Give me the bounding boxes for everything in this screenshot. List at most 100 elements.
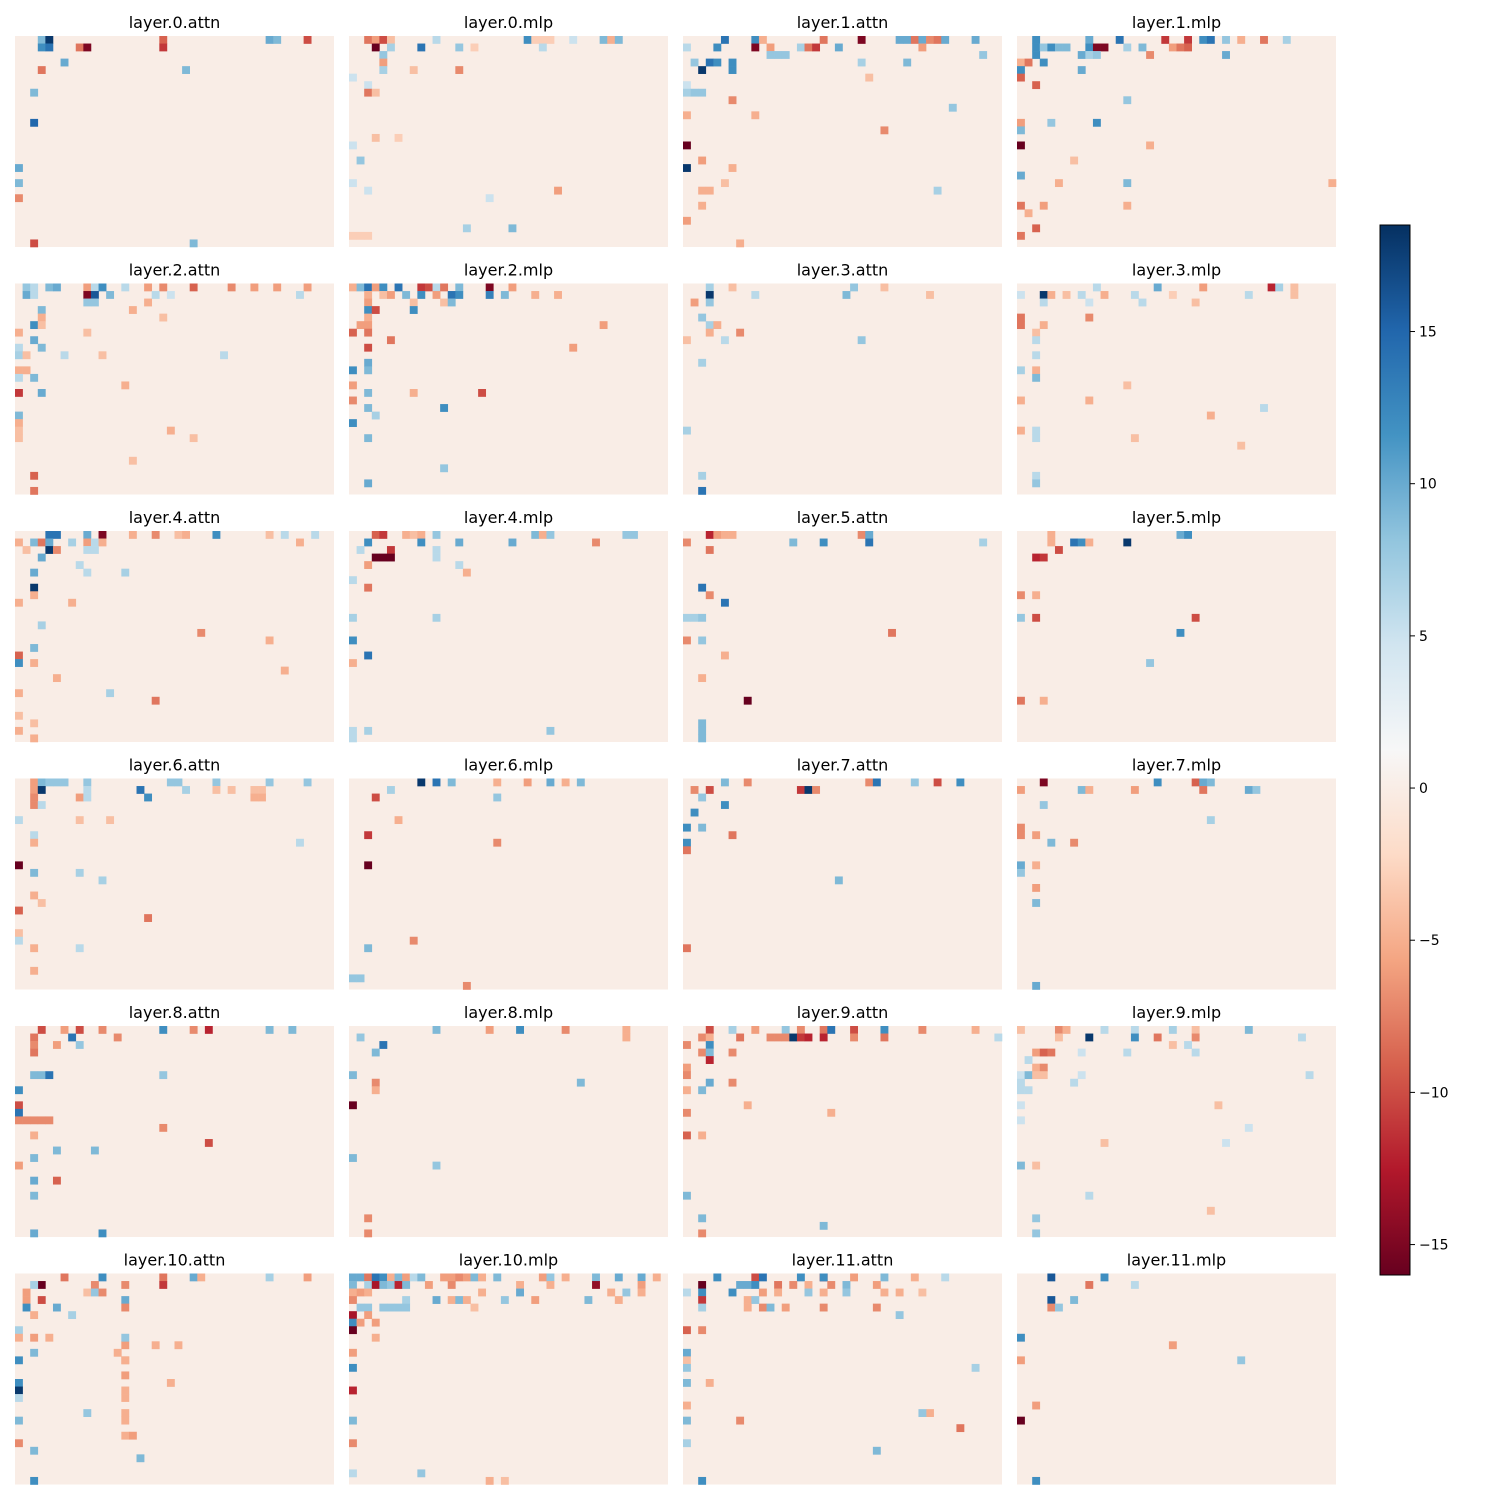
heatmap-cell bbox=[1092, 43, 1101, 52]
colorbar-tick-label: 15 bbox=[1419, 325, 1437, 341]
heatmap-cell bbox=[30, 891, 39, 900]
heatmap-cell bbox=[364, 283, 373, 292]
heatmap-cell bbox=[1070, 538, 1079, 547]
heatmap-cell bbox=[15, 538, 23, 547]
heatmap-cell bbox=[349, 1318, 357, 1327]
panel-title: layer.0.attn bbox=[129, 13, 221, 32]
heatmap-cell bbox=[349, 613, 357, 622]
heatmap-cell bbox=[349, 1439, 357, 1448]
heatmap-cell bbox=[758, 1303, 767, 1312]
heatmap-cell bbox=[75, 561, 84, 569]
panel-title: layer.7.attn bbox=[797, 756, 889, 775]
heatmap-cell bbox=[1032, 613, 1041, 622]
heatmap-cell bbox=[766, 43, 775, 52]
heatmap-cell bbox=[349, 1071, 357, 1080]
heatmap-cell bbox=[189, 1026, 198, 1034]
heatmap-cell bbox=[379, 51, 388, 59]
panel-background bbox=[349, 283, 668, 495]
heatmap-panel: layer.7.mlp bbox=[1017, 756, 1336, 990]
heatmap-cell bbox=[432, 546, 441, 554]
heatmap-cell bbox=[516, 1288, 524, 1297]
heatmap-cell bbox=[379, 66, 388, 74]
heatmap-cell bbox=[698, 1229, 707, 1238]
heatmap-cell bbox=[189, 239, 198, 248]
heatmap-cell bbox=[182, 66, 190, 74]
heatmap-cell bbox=[349, 734, 357, 743]
heatmap-cell bbox=[121, 1281, 130, 1289]
heatmap-cell bbox=[546, 1281, 555, 1289]
heatmap-cell bbox=[349, 1348, 357, 1357]
heatmap-cell bbox=[15, 929, 23, 938]
heatmap-cell bbox=[1047, 1296, 1056, 1304]
heatmap-cell bbox=[258, 786, 266, 794]
heatmap-cell bbox=[462, 981, 471, 990]
heatmap-cell bbox=[432, 291, 441, 299]
heatmap-cell bbox=[523, 36, 532, 44]
heatmap-cell bbox=[455, 283, 464, 292]
heatmap-cell bbox=[842, 1288, 851, 1297]
heatmap-cell bbox=[417, 778, 426, 787]
heatmap-cell bbox=[204, 1026, 213, 1034]
heatmap-cell bbox=[705, 58, 714, 67]
heatmap-cell bbox=[1100, 291, 1109, 299]
heatmap-cell bbox=[371, 411, 380, 420]
heatmap-cell bbox=[1017, 831, 1025, 840]
heatmap-cell bbox=[15, 419, 23, 427]
heatmap-cell bbox=[15, 711, 23, 720]
heatmap-cell bbox=[75, 944, 84, 953]
heatmap-cell bbox=[98, 1273, 107, 1282]
heatmap-cell bbox=[1267, 283, 1276, 292]
heatmap-cell bbox=[720, 336, 729, 345]
heatmap-cell bbox=[90, 291, 99, 299]
heatmap-cell bbox=[705, 328, 714, 337]
heatmap-cell bbox=[698, 823, 707, 832]
heatmap-cell bbox=[857, 531, 866, 539]
panel-background bbox=[349, 778, 668, 990]
heatmap-cell bbox=[83, 546, 92, 554]
heatmap-cell bbox=[30, 1071, 39, 1080]
heatmap-cell bbox=[424, 1281, 433, 1289]
heatmap-cell bbox=[1244, 291, 1253, 299]
heatmap-cell bbox=[1032, 884, 1041, 892]
heatmap-cell bbox=[774, 1033, 783, 1042]
heatmap-cell bbox=[121, 1303, 130, 1312]
heatmap-cell bbox=[1024, 58, 1033, 67]
heatmap-cell bbox=[1077, 51, 1086, 59]
heatmap-panel: layer.3.mlp bbox=[1017, 261, 1336, 495]
heatmap-cell bbox=[15, 194, 23, 203]
heatmap-cell bbox=[447, 778, 456, 787]
heatmap-cell bbox=[1017, 118, 1025, 127]
heatmap-cell bbox=[1047, 118, 1056, 127]
heatmap-cell bbox=[789, 1033, 798, 1042]
heatmap-cell bbox=[356, 1303, 365, 1312]
heatmap-cell bbox=[45, 36, 54, 44]
heatmap-cell bbox=[1191, 1048, 1200, 1057]
heatmap-cell bbox=[296, 838, 304, 847]
heatmap-cell bbox=[75, 43, 84, 52]
heatmap-cell bbox=[705, 283, 714, 292]
heatmap-cell bbox=[30, 373, 39, 382]
heatmap-cell bbox=[356, 283, 365, 292]
heatmap-cell bbox=[1199, 36, 1208, 44]
heatmap-cell bbox=[607, 1288, 616, 1297]
heatmap-cell bbox=[561, 1026, 570, 1034]
colorbar-tick-label: 0 bbox=[1419, 781, 1428, 797]
heatmap-cell bbox=[303, 36, 312, 44]
heatmap-cell bbox=[98, 1026, 107, 1034]
heatmap-panel: layer.7.attn bbox=[683, 756, 1002, 990]
heatmap-cell bbox=[52, 1303, 61, 1312]
heatmap-cell bbox=[622, 531, 631, 539]
heatmap-cell bbox=[720, 778, 729, 787]
heatmap-cell bbox=[409, 298, 418, 307]
heatmap-cell bbox=[189, 434, 198, 443]
heatmap-cell bbox=[705, 786, 714, 794]
heatmap-cell bbox=[349, 1101, 357, 1110]
heatmap-cell bbox=[1017, 58, 1025, 67]
heatmap-cell bbox=[561, 1273, 570, 1282]
heatmap-cell bbox=[379, 553, 388, 562]
heatmap-cell bbox=[417, 43, 426, 52]
colorbar-tick-label: −5 bbox=[1419, 933, 1440, 949]
heatmap-cell bbox=[364, 479, 373, 488]
heatmap-cell bbox=[720, 801, 729, 809]
heatmap-cell bbox=[698, 66, 707, 74]
